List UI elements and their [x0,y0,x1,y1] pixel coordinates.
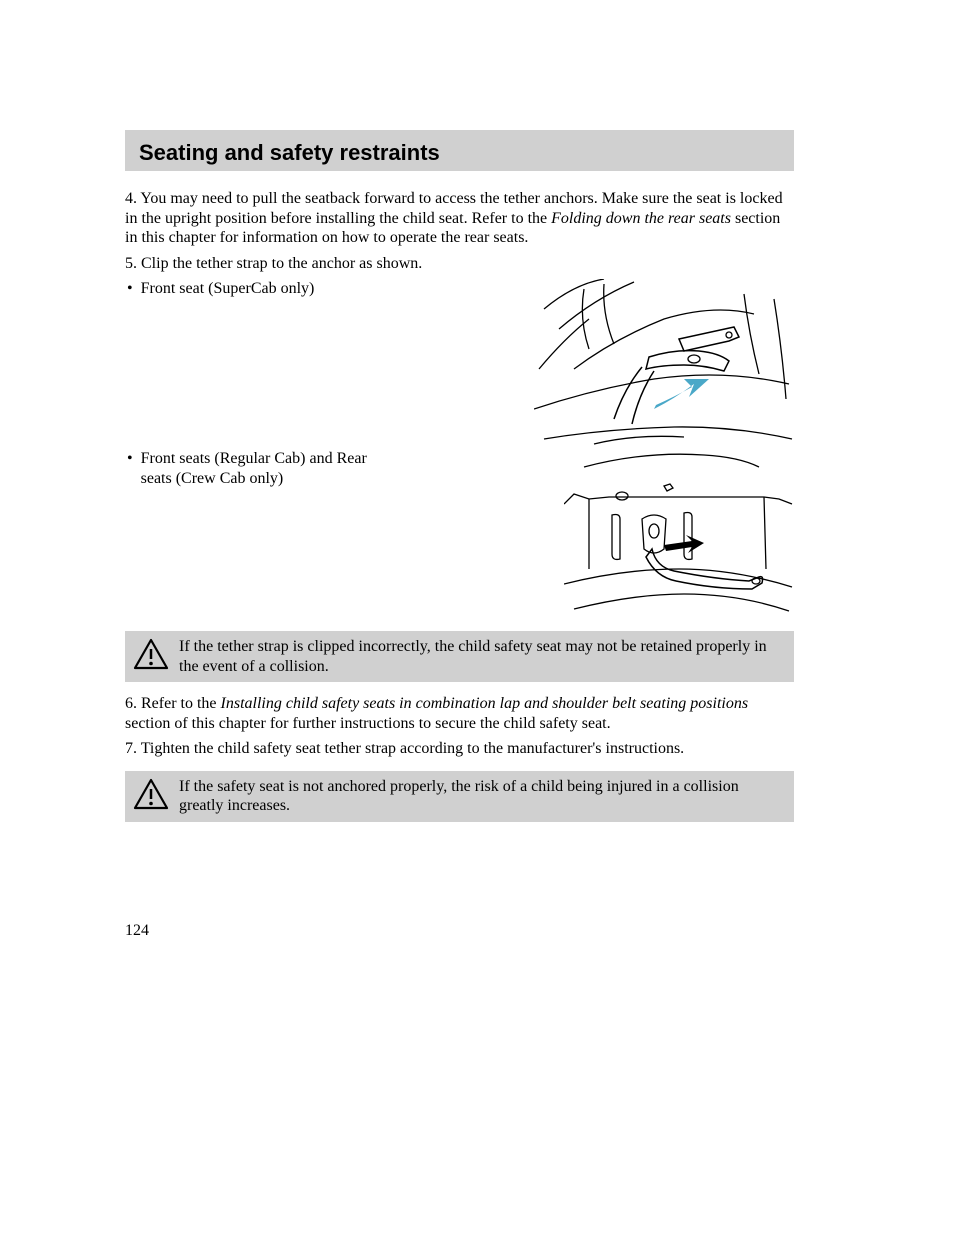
section-title: Seating and safety restraints [139,140,780,166]
paragraph-6: 6. Refer to the Installing child safety … [125,694,794,733]
illustration-1-wrap [534,279,794,449]
bullet-1-row: • Front seat (SuperCab only) [125,279,794,449]
warning-1-text: If the tether strap is clipped incorrect… [179,637,784,676]
paragraph-7: 7. Tighten the child safety seat tether … [125,739,794,759]
arrow-icon [654,379,709,409]
bullet-2-row: • Front seats (Regular Cab) and Rear sea… [125,449,794,619]
paragraph-4: 4. You may need to pull the seatback for… [125,189,794,248]
para6-italic: Installing child safety seats in combina… [221,695,749,712]
bullet-dot-icon: • [127,449,133,469]
warning-box-1: If the tether strap is clipped incorrect… [125,631,794,682]
illustration-2-wrap [544,449,794,619]
para6-tail: section of this chapter for further inst… [125,715,611,732]
bullet-2: • Front seats (Regular Cab) and Rear sea… [125,449,544,488]
para4-italic: Folding down the rear seats [551,210,731,227]
manual-page: Seating and safety restraints 4. You may… [0,0,954,1235]
bullet-2-text: Front seats (Regular Cab) and Rear seats… [141,449,371,488]
warning-triangle-icon [133,638,169,675]
para6-lead: 6. Refer to the [125,695,221,712]
warning-triangle-icon [133,778,169,815]
bullet-1-text: Front seat (SuperCab only) [141,279,371,299]
tether-anchor-regularcab-illustration [564,449,794,619]
tether-anchor-supercab-illustration [534,279,794,449]
warning-box-2: If the safety seat is not anchored prope… [125,771,794,822]
paragraph-5: 5. Clip the tether strap to the anchor a… [125,254,794,274]
warning-2-text: If the safety seat is not anchored prope… [179,777,784,816]
bullet-dot-icon: • [127,279,133,299]
bullet-1: • Front seat (SuperCab only) [125,279,534,299]
section-header-bar: Seating and safety restraints [125,130,794,171]
page-number: 124 [125,922,149,940]
